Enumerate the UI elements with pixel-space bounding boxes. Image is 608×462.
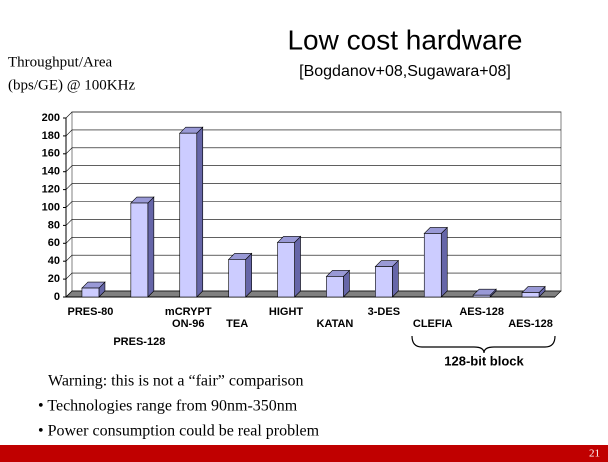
bar-side	[245, 252, 252, 298]
bar-front	[521, 292, 540, 298]
grid-line	[65, 237, 561, 244]
grid-line	[65, 147, 561, 155]
x-tick-label: CLEFIA	[413, 318, 453, 330]
bar-front	[423, 233, 442, 298]
bar-front	[179, 132, 198, 298]
y-axis-label: (bps/GE) @ 100KHz	[8, 77, 135, 93]
y-tick-label: 100	[42, 201, 60, 213]
bar-front	[81, 287, 100, 298]
footer-bar	[0, 445, 608, 462]
bracket	[411, 335, 556, 354]
bar	[472, 288, 497, 298]
bar	[276, 235, 302, 298]
grid-line	[65, 201, 561, 208]
bar-side	[196, 126, 204, 298]
x-tick-label: mCRYPT ON-96	[165, 306, 212, 330]
bar-side	[147, 196, 155, 298]
grid-line	[65, 129, 561, 137]
bar	[325, 269, 351, 298]
y-tick-label: 0	[54, 291, 60, 303]
x-tick-label: PRES-80	[68, 306, 114, 318]
bar-side	[294, 235, 301, 298]
y-tick-label: 60	[48, 237, 60, 249]
grid-line	[65, 165, 561, 172]
grid-line	[65, 111, 561, 119]
x-tick-label: AES-128	[508, 318, 553, 330]
bracket-label: 128-bit block	[444, 353, 524, 368]
bar	[374, 259, 400, 298]
page-number: 21	[589, 448, 600, 460]
y-tick-label: 40	[48, 255, 60, 267]
bar-front	[375, 266, 393, 298]
grid-line	[65, 219, 561, 226]
x-tick-label: KATAN	[317, 318, 354, 330]
bar	[130, 196, 155, 298]
x-tick-label: 3-DES	[368, 306, 400, 318]
y-tick-label: 160	[42, 148, 60, 160]
x-tick-label: AES-128	[459, 306, 504, 318]
y-axis-label: Throughput/Area	[8, 54, 112, 70]
bar-front	[326, 276, 344, 298]
bullet: • Technologies range from 90nm-350nm	[38, 398, 298, 415]
x-tick-label: HIGHT	[269, 306, 304, 318]
bar	[227, 252, 253, 298]
bar	[81, 281, 106, 298]
y-tick-label: 20	[48, 273, 60, 285]
bar	[179, 126, 204, 298]
bar-front	[130, 202, 149, 298]
slide-title: Low cost hardware	[287, 24, 522, 55]
x-tick-label: TEA	[226, 318, 248, 330]
bar-front	[277, 242, 295, 298]
bar	[521, 285, 546, 298]
bar-front	[228, 259, 246, 298]
bar-side	[440, 226, 448, 298]
y-tick-label: 140	[42, 166, 60, 178]
bar	[423, 226, 448, 298]
x-tick-label: PRES-128	[113, 336, 165, 348]
warning: Warning: this is not a “fair” comparison	[48, 373, 304, 390]
y-tick-label: 80	[48, 219, 60, 231]
grid-line	[65, 183, 561, 190]
y-tick-label: 180	[42, 130, 60, 142]
citation: [Bogdanov+08,Sugawara+08]	[299, 63, 511, 80]
bar-front	[472, 294, 491, 298]
y-tick-label: 120	[42, 184, 60, 196]
bullet: • Power consumption could be real proble…	[38, 423, 320, 440]
y-tick-label: 200	[42, 112, 60, 124]
grid-line	[65, 254, 561, 262]
